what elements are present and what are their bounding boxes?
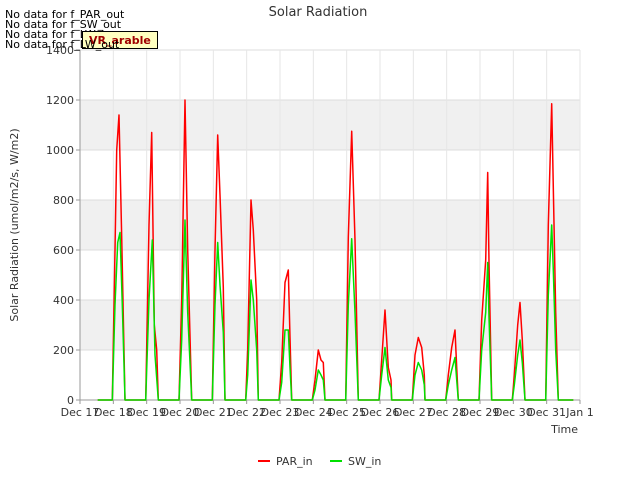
y-tick-label: 1000 [46, 144, 74, 157]
y-axis-label: Solar Radiation (umol/m2/s, W/m2) [8, 128, 21, 321]
no-data-message: No data for f_SW_out [5, 18, 122, 31]
series-line-sw-in [97, 219, 574, 401]
x-tick-label: Dec 31 [527, 406, 566, 419]
y-tick-label: 1400 [46, 44, 74, 57]
site-badge: VR_arable [82, 31, 158, 49]
y-tick-label: 800 [53, 194, 74, 207]
y-tick-label: 1200 [46, 94, 74, 107]
grid-band [80, 300, 580, 350]
x-tick-label: Dec 30 [494, 406, 533, 419]
x-tick-label: Dec 25 [327, 406, 366, 419]
x-tick-label: Jan 1 [565, 406, 593, 419]
grid-band [80, 200, 580, 250]
grid-band [80, 100, 580, 150]
x-tick-label: Dec 24 [294, 406, 333, 419]
x-tick-label: Dec 21 [194, 406, 233, 419]
x-tick-label: Dec 23 [261, 406, 300, 419]
x-tick-label: Dec 29 [461, 406, 500, 419]
y-tick-label: 600 [53, 244, 74, 257]
x-tick-label: Dec 28 [427, 406, 466, 419]
x-tick-label: Dec 18 [94, 406, 133, 419]
x-tick-label: Dec 20 [161, 406, 200, 419]
x-tick-label: Dec 17 [61, 406, 100, 419]
chart-title: Solar Radiation [269, 5, 368, 20]
legend-label: SW_in [348, 455, 381, 468]
no-data-message: No data for f_LW_in [5, 28, 112, 41]
no-data-message: No data for f_PAR_out [5, 8, 125, 21]
no-data-message: No data for f_LW_out [5, 38, 120, 51]
legend: PAR_in SW_in [258, 455, 381, 468]
y-tick-label: 0 [67, 394, 74, 407]
legend-label: PAR_in [276, 455, 313, 468]
y-tick-label: 200 [53, 344, 74, 357]
x-tick-label: Dec 19 [127, 406, 166, 419]
x-tick-label: Dec 27 [394, 406, 433, 419]
x-tick-label: Dec 22 [227, 406, 266, 419]
x-tick-label: Dec 26 [361, 406, 400, 419]
y-tick-label: 400 [53, 294, 74, 307]
x-axis-label: Time [550, 423, 578, 436]
